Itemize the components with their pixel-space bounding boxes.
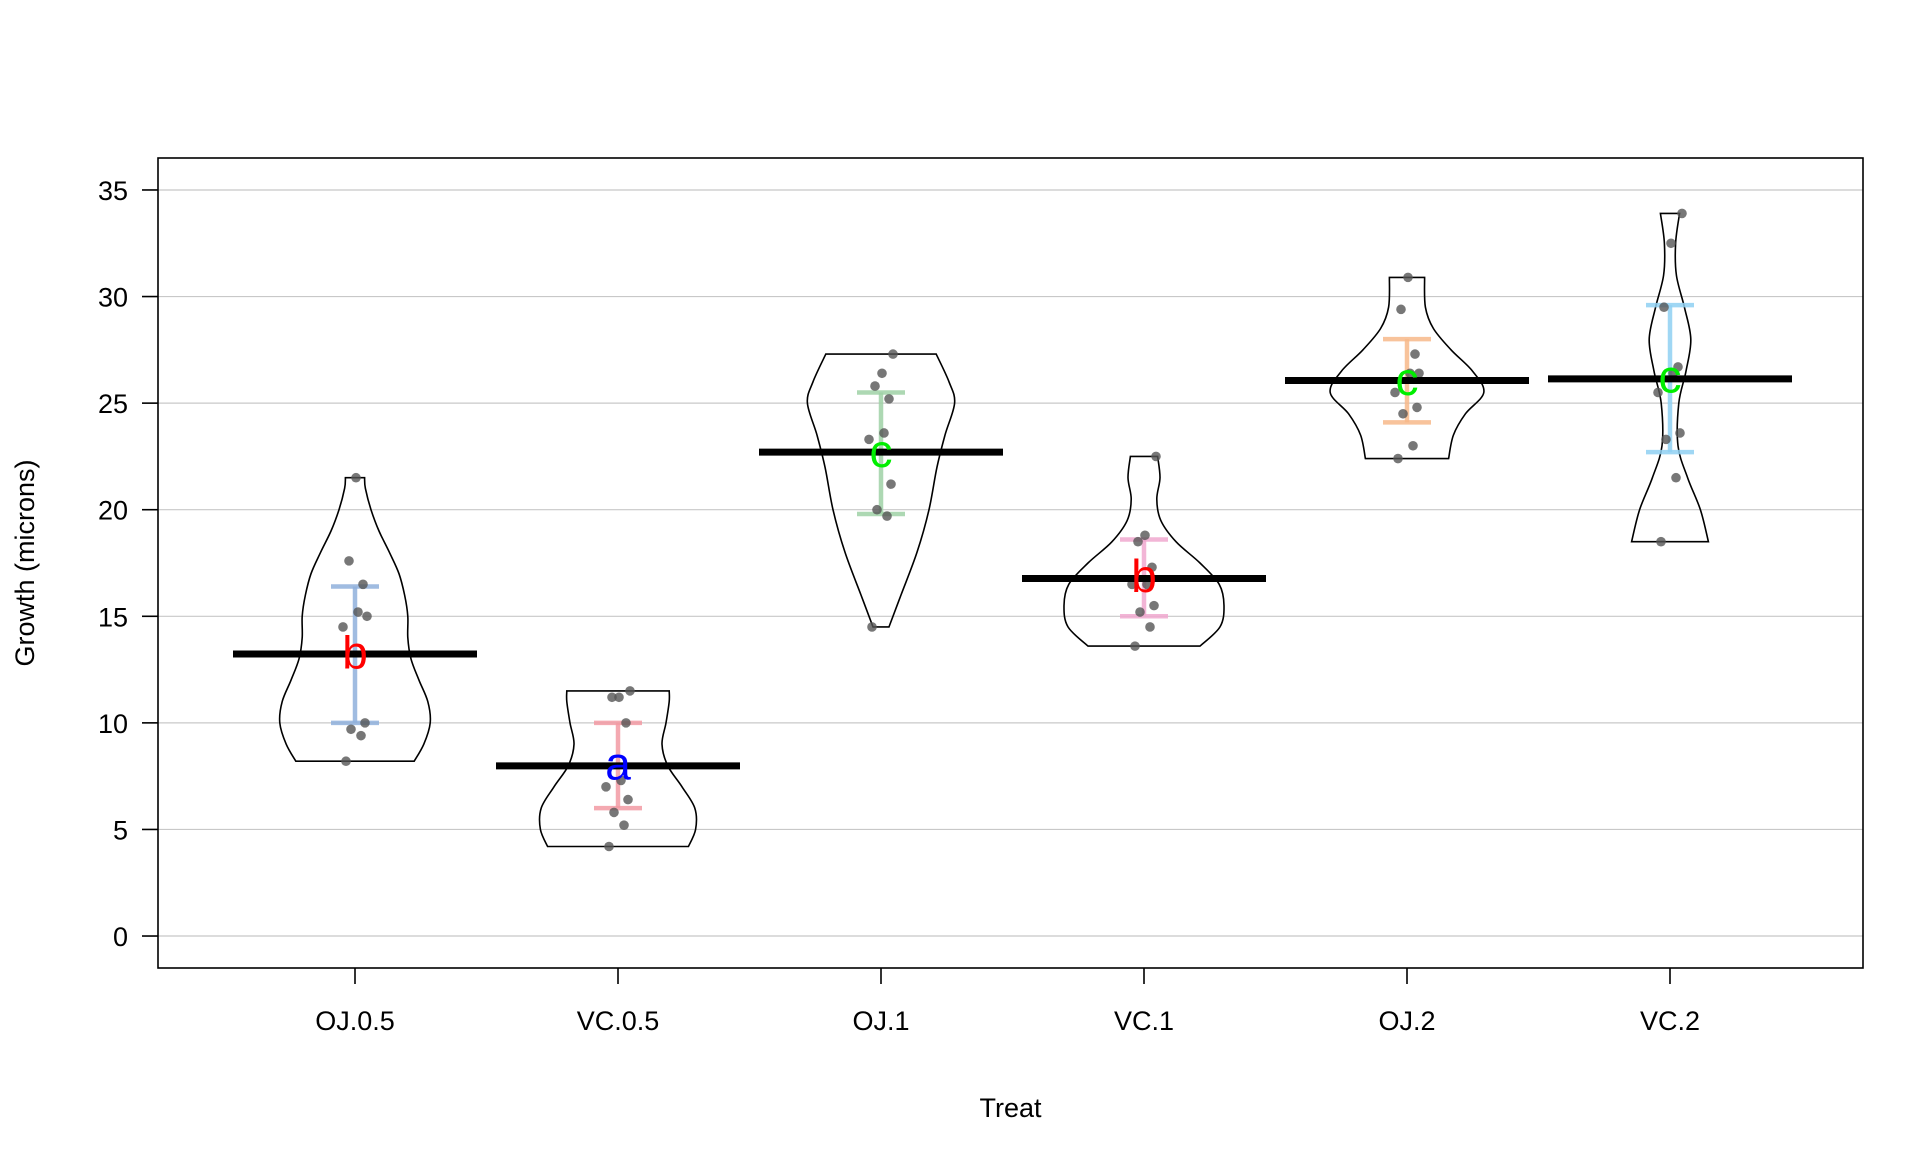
data-point (1396, 304, 1406, 315)
data-point (884, 394, 894, 404)
x-tick-label: OJ.1 (852, 1006, 909, 1036)
data-point (1653, 387, 1663, 398)
data-point (1673, 362, 1683, 372)
data-point (619, 820, 629, 830)
y-axis-title: Growth (microns) (10, 459, 40, 666)
gridlines (158, 189, 1863, 937)
data-point (601, 782, 611, 792)
raw-data-points (338, 208, 1687, 852)
data-point (609, 807, 619, 818)
x-tick-label: VC.1 (1114, 1006, 1174, 1036)
data-point (346, 724, 356, 735)
data-point (1147, 562, 1157, 573)
group-letter: c (870, 425, 893, 477)
data-point (1412, 402, 1422, 413)
data-point (1393, 453, 1403, 464)
data-point (1659, 302, 1669, 313)
data-point (360, 718, 370, 728)
x-axis: OJ.0.5 VC.0.5 OJ.1 VC.1 OJ.2 VC.2 (315, 968, 1700, 1036)
data-point (1656, 536, 1666, 547)
data-point (1398, 408, 1408, 419)
data-point (607, 692, 617, 703)
y-tick-label: 0 (113, 922, 128, 952)
y-tick-label: 30 (98, 283, 128, 313)
data-point (882, 511, 892, 521)
mean-lines (233, 375, 1792, 770)
violin-OJ.0.5 (278, 476, 432, 762)
data-point (1151, 451, 1161, 462)
y-tick-label: 25 (98, 389, 128, 419)
x-tick-label: VC.0.5 (577, 1006, 660, 1036)
data-point (864, 434, 874, 445)
data-point (344, 556, 354, 566)
violin-OJ.2 (1329, 276, 1485, 460)
y-tick-label: 10 (98, 709, 128, 739)
data-point (1414, 368, 1424, 379)
data-point (338, 622, 348, 632)
data-point (1677, 208, 1687, 219)
data-point (614, 692, 624, 703)
data-point (888, 349, 898, 359)
data-point (1403, 272, 1413, 283)
data-point (1390, 387, 1400, 398)
data-point (1145, 622, 1155, 632)
data-point (341, 756, 351, 767)
data-point (358, 579, 368, 590)
x-tick-label: OJ.0.5 (315, 1006, 395, 1036)
data-point (1661, 434, 1671, 445)
data-point (1140, 530, 1150, 541)
data-point (1149, 600, 1159, 611)
violin-VC.0.5 (538, 690, 698, 848)
group-letter: a (605, 738, 631, 790)
y-tick-label: 20 (98, 496, 128, 526)
data-point (1135, 607, 1145, 617)
x-axis-title: Treat (979, 1093, 1042, 1123)
data-point (1408, 440, 1418, 451)
data-point (1405, 368, 1415, 379)
x-tick-label: VC.2 (1640, 1006, 1700, 1036)
data-point (362, 611, 372, 622)
data-point (353, 607, 363, 617)
data-point (872, 504, 882, 515)
data-point (1410, 349, 1420, 359)
data-point (351, 472, 361, 483)
data-point (867, 622, 877, 632)
y-tick-label: 5 (113, 815, 128, 845)
data-point (616, 775, 626, 786)
group-letter: c (1659, 351, 1682, 403)
data-point (886, 479, 896, 489)
group-letter: b (342, 627, 368, 679)
data-point (1675, 428, 1685, 438)
y-axis: 0 5 10 15 20 25 30 35 (98, 176, 158, 952)
x-tick-label: OJ.2 (1378, 1006, 1435, 1036)
data-point (621, 718, 631, 728)
data-point (877, 368, 887, 379)
data-point (870, 381, 880, 391)
data-point (1671, 472, 1681, 483)
data-point (1130, 641, 1140, 651)
data-point (356, 730, 366, 741)
data-point (879, 428, 889, 438)
data-point (623, 794, 633, 805)
group-letters: b a c b c c (342, 351, 1681, 790)
violin-VC.1 (1063, 455, 1225, 647)
data-point (1666, 238, 1676, 249)
group-letter: c (1396, 353, 1419, 405)
violin-OJ.1 (806, 353, 956, 628)
plot-frame (157, 157, 1864, 969)
data-point (604, 841, 614, 852)
data-point (625, 686, 635, 696)
group-letter: b (1131, 550, 1157, 602)
data-point (1133, 536, 1143, 547)
y-tick-label: 35 (98, 176, 128, 206)
y-tick-label: 15 (98, 602, 128, 632)
